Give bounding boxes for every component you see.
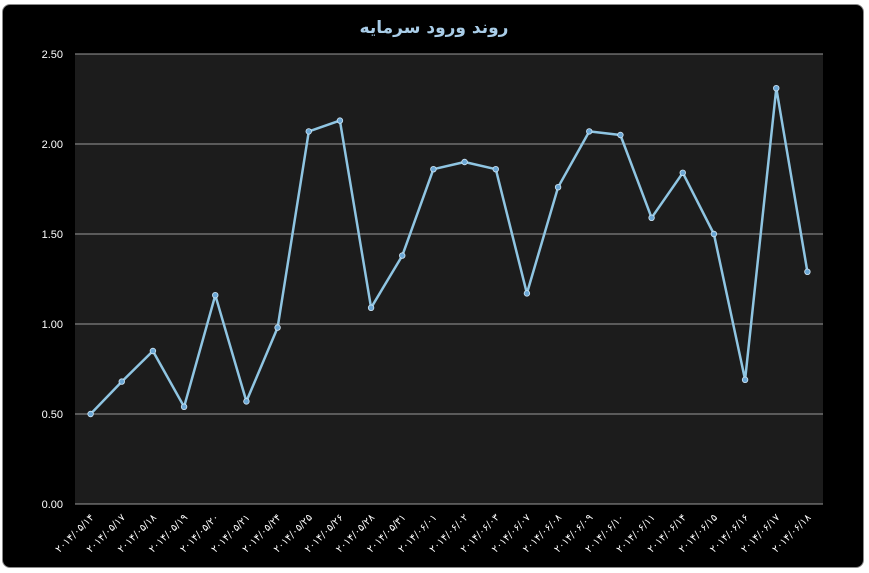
data-point	[710, 230, 718, 238]
data-point	[461, 158, 468, 166]
y-tick-label: 0.00	[42, 499, 63, 511]
data-point	[648, 214, 655, 221]
series-markers	[87, 84, 811, 418]
x-axis-ticks: ۲۰۱۴/۰۵/۱۴۲۰۱۴/۰۵/۱۷۲۰۱۴/۰۵/۱۸۲۰۱۴/۰۵/۱۹…	[54, 512, 814, 555]
data-point	[617, 131, 624, 139]
data-point	[274, 324, 281, 331]
data-point	[305, 128, 312, 135]
data-point	[430, 165, 437, 173]
data-point	[212, 292, 219, 299]
data-point	[523, 290, 531, 297]
data-point	[367, 304, 375, 311]
y-tick-label: 0.50	[42, 409, 63, 421]
series-line	[89, 86, 809, 415]
data-point	[87, 410, 94, 418]
data-point	[679, 169, 686, 176]
data-point	[118, 378, 125, 385]
data-point	[773, 84, 780, 92]
data-point	[399, 252, 406, 259]
y-axis-ticks: 0.00 0.50 1.00 1.50 2.00 2.50	[42, 49, 63, 511]
y-tick-label: 2.00	[42, 139, 63, 151]
gridlines	[75, 53, 823, 505]
plot-area	[75, 54, 823, 504]
data-point	[149, 347, 157, 355]
data-point	[336, 117, 344, 124]
data-point	[741, 376, 749, 383]
data-point	[554, 183, 562, 191]
chart-title: روند ورود سرمایه	[360, 18, 509, 38]
data-point	[804, 268, 811, 275]
data-point	[586, 128, 593, 135]
y-tick-label: 1.50	[42, 229, 63, 241]
data-point	[243, 398, 250, 405]
data-point	[492, 165, 499, 173]
y-tick-label: 2.50	[42, 49, 63, 61]
y-tick-label: 1.00	[42, 319, 63, 331]
data-point	[180, 403, 188, 410]
